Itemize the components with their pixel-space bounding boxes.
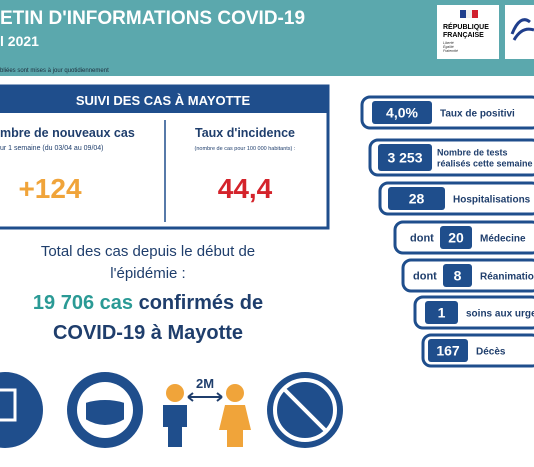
- total-text: Total des cas depuis le début de: [41, 243, 255, 260]
- logo-text: FRANÇAISE: [443, 32, 484, 39]
- logo-text: RÉPUBLIQUE: [443, 22, 489, 31]
- new-cases-value: +124: [18, 173, 81, 204]
- stats: 4,0% Taux de positivi 3 253 Nombre de tests…: [360, 95, 534, 368]
- icon-glyph: [0, 388, 17, 422]
- header-date: l 2021: [0, 33, 39, 49]
- new-cases-sub: ur 1 semaine (du 03/04 au 09/04): [0, 145, 104, 152]
- logo-motto: Liberté: [443, 41, 454, 45]
- stat-value: 4,0%: [386, 105, 418, 121]
- header-note: bliées sont mises à jour quotidiennement: [0, 68, 109, 74]
- ars-logo: [510, 18, 534, 41]
- summary-title-bar: [0, 86, 328, 113]
- stat-value: 167: [436, 343, 460, 359]
- distance-arrow: [187, 392, 223, 402]
- icon-glyph: [273, 378, 337, 442]
- total-count-line: 19 706 cas confirmés de: [33, 292, 263, 314]
- stat-label: Réanimatio: [480, 272, 534, 283]
- total-count: 19 706 cas: [33, 292, 133, 314]
- stat-prefix: dont: [413, 271, 437, 283]
- stat-number-box: [388, 187, 445, 210]
- stat-label: Décès: [476, 347, 506, 358]
- icon-glyph: [84, 398, 126, 427]
- incidence-sub: (nombre de cas pour 100 000 habitants) :: [195, 146, 296, 152]
- stat-number-box: [440, 226, 472, 249]
- total-text: COVID-19 à Mayotte: [53, 322, 243, 344]
- flag-blue: [460, 10, 466, 18]
- stat-number-box: [378, 144, 432, 171]
- stat-label: Hospitalisations: [453, 195, 531, 206]
- stat-value: 3 253: [387, 150, 422, 166]
- stat-number-box: [425, 301, 458, 324]
- logo-motto: Fraternité: [443, 49, 458, 53]
- stat-number-box: [443, 264, 472, 287]
- total-text: l'épidémie :: [110, 265, 185, 282]
- stat-prefix: dont: [410, 233, 434, 245]
- stat-value: 28: [409, 191, 425, 207]
- stat-number-box: [428, 339, 468, 362]
- stat-label: Médecine: [480, 234, 526, 245]
- header-title: ETIN D'INFORMATIONS COVID-19: [0, 8, 305, 29]
- stat-value: 8: [454, 268, 462, 284]
- person-body: [163, 405, 187, 447]
- incidence-value: 44,4: [218, 173, 273, 204]
- stat-label: soins aux urge: [466, 309, 534, 320]
- icon-glyph: [282, 387, 328, 433]
- distance-label: 2M: [196, 376, 214, 391]
- incidence-label: Taux d'incidence: [195, 126, 295, 140]
- flag-white: [466, 10, 472, 18]
- person-body: [219, 405, 251, 447]
- summary-title: SUIVI DES CAS À MAYOTTE: [76, 93, 251, 108]
- stat-number-box: [372, 101, 432, 124]
- logo-motto: Égalité: [443, 44, 454, 49]
- stat-label: Nombre de tests: [437, 148, 508, 158]
- new-cases-label: mbre de nouveaux cas: [0, 126, 135, 140]
- stat-value: 1: [438, 305, 446, 321]
- stat-label: Taux de positivi: [440, 109, 515, 120]
- person-head: [226, 384, 244, 402]
- person-head: [166, 384, 184, 402]
- stat-value: 20: [448, 230, 464, 246]
- stat-label: réalisés cette semaine: [437, 159, 533, 169]
- total-suffix: confirmés de: [139, 292, 263, 314]
- flag-red: [472, 10, 478, 18]
